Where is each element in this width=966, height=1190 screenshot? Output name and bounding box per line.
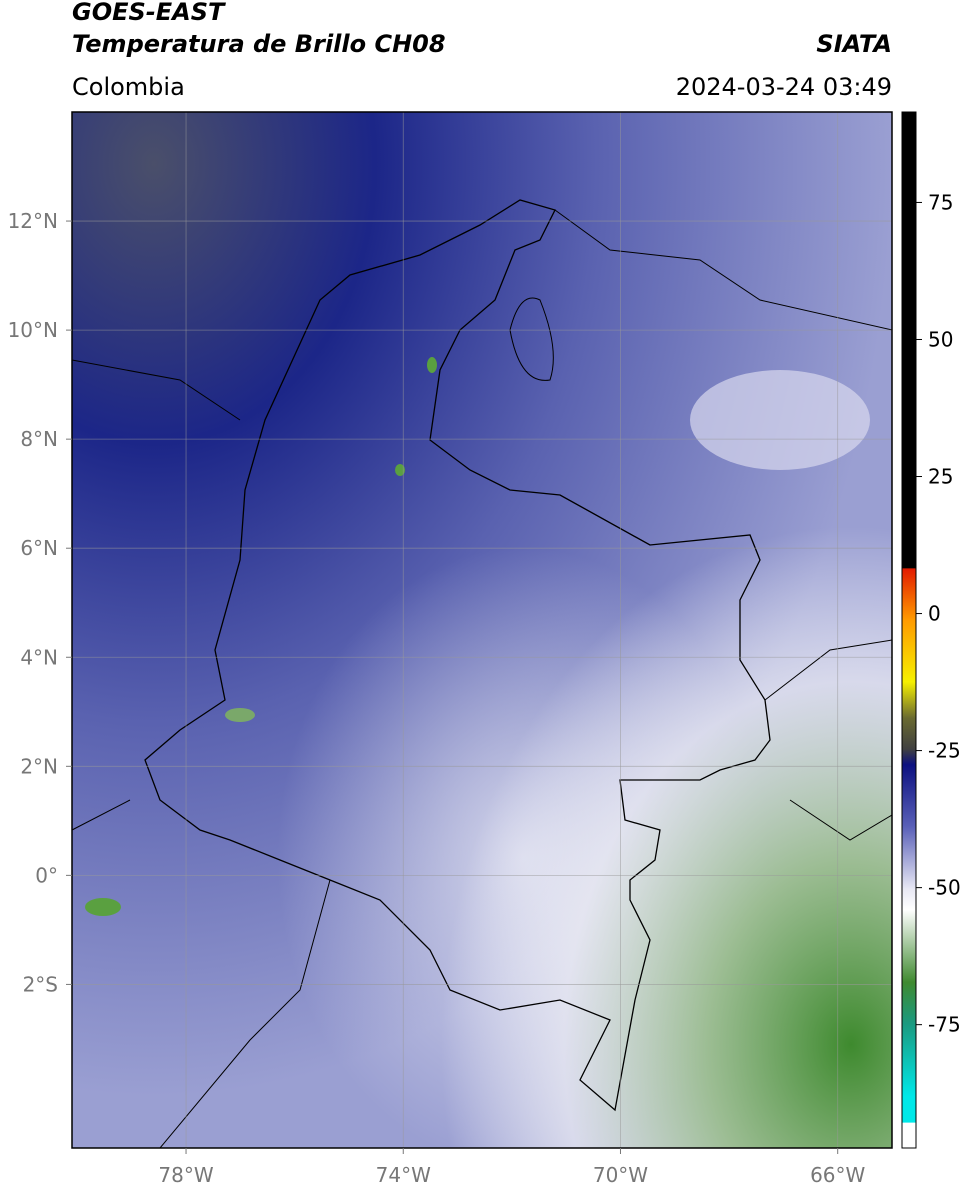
colorbar-tick-label: -25 <box>928 739 961 763</box>
colorbar-tick-label: -50 <box>928 876 961 900</box>
y-tick-label: 2°N <box>20 754 58 778</box>
colorbar-tick-label: 50 <box>928 327 953 351</box>
colorbar-tick-label: 0 <box>928 602 941 626</box>
y-tick-label: 2°S <box>23 972 58 996</box>
colorbar-tick-label: 75 <box>928 190 953 214</box>
source: SIATA <box>816 30 892 58</box>
x-tick-label: 66°W <box>810 1163 865 1187</box>
colorbar <box>901 111 917 1149</box>
y-tick-label: 6°N <box>20 536 58 560</box>
colorbar-tick-label: -75 <box>928 1013 961 1037</box>
y-tick-label: 4°N <box>20 645 58 669</box>
subtitle: Temperatura de Brillo CH08 <box>72 30 446 58</box>
grid <box>72 112 892 1148</box>
colorbar-tick-label: 25 <box>928 465 953 489</box>
title: GOES-EAST <box>72 0 226 26</box>
region: Colombia <box>72 73 185 101</box>
x-tick-label: 70°W <box>593 1163 648 1187</box>
x-tick-label: 78°W <box>158 1163 213 1187</box>
map-image <box>72 112 892 1148</box>
map-frame <box>71 111 893 1149</box>
y-tick-label: 8°N <box>20 427 58 451</box>
y-tick-label: 12°N <box>8 209 58 233</box>
y-tick-label: 10°N <box>8 318 58 342</box>
timestamp: 2024-03-24 03:49 <box>676 73 892 101</box>
x-tick-label: 74°W <box>376 1163 431 1187</box>
y-tick-label: 0° <box>35 863 58 887</box>
